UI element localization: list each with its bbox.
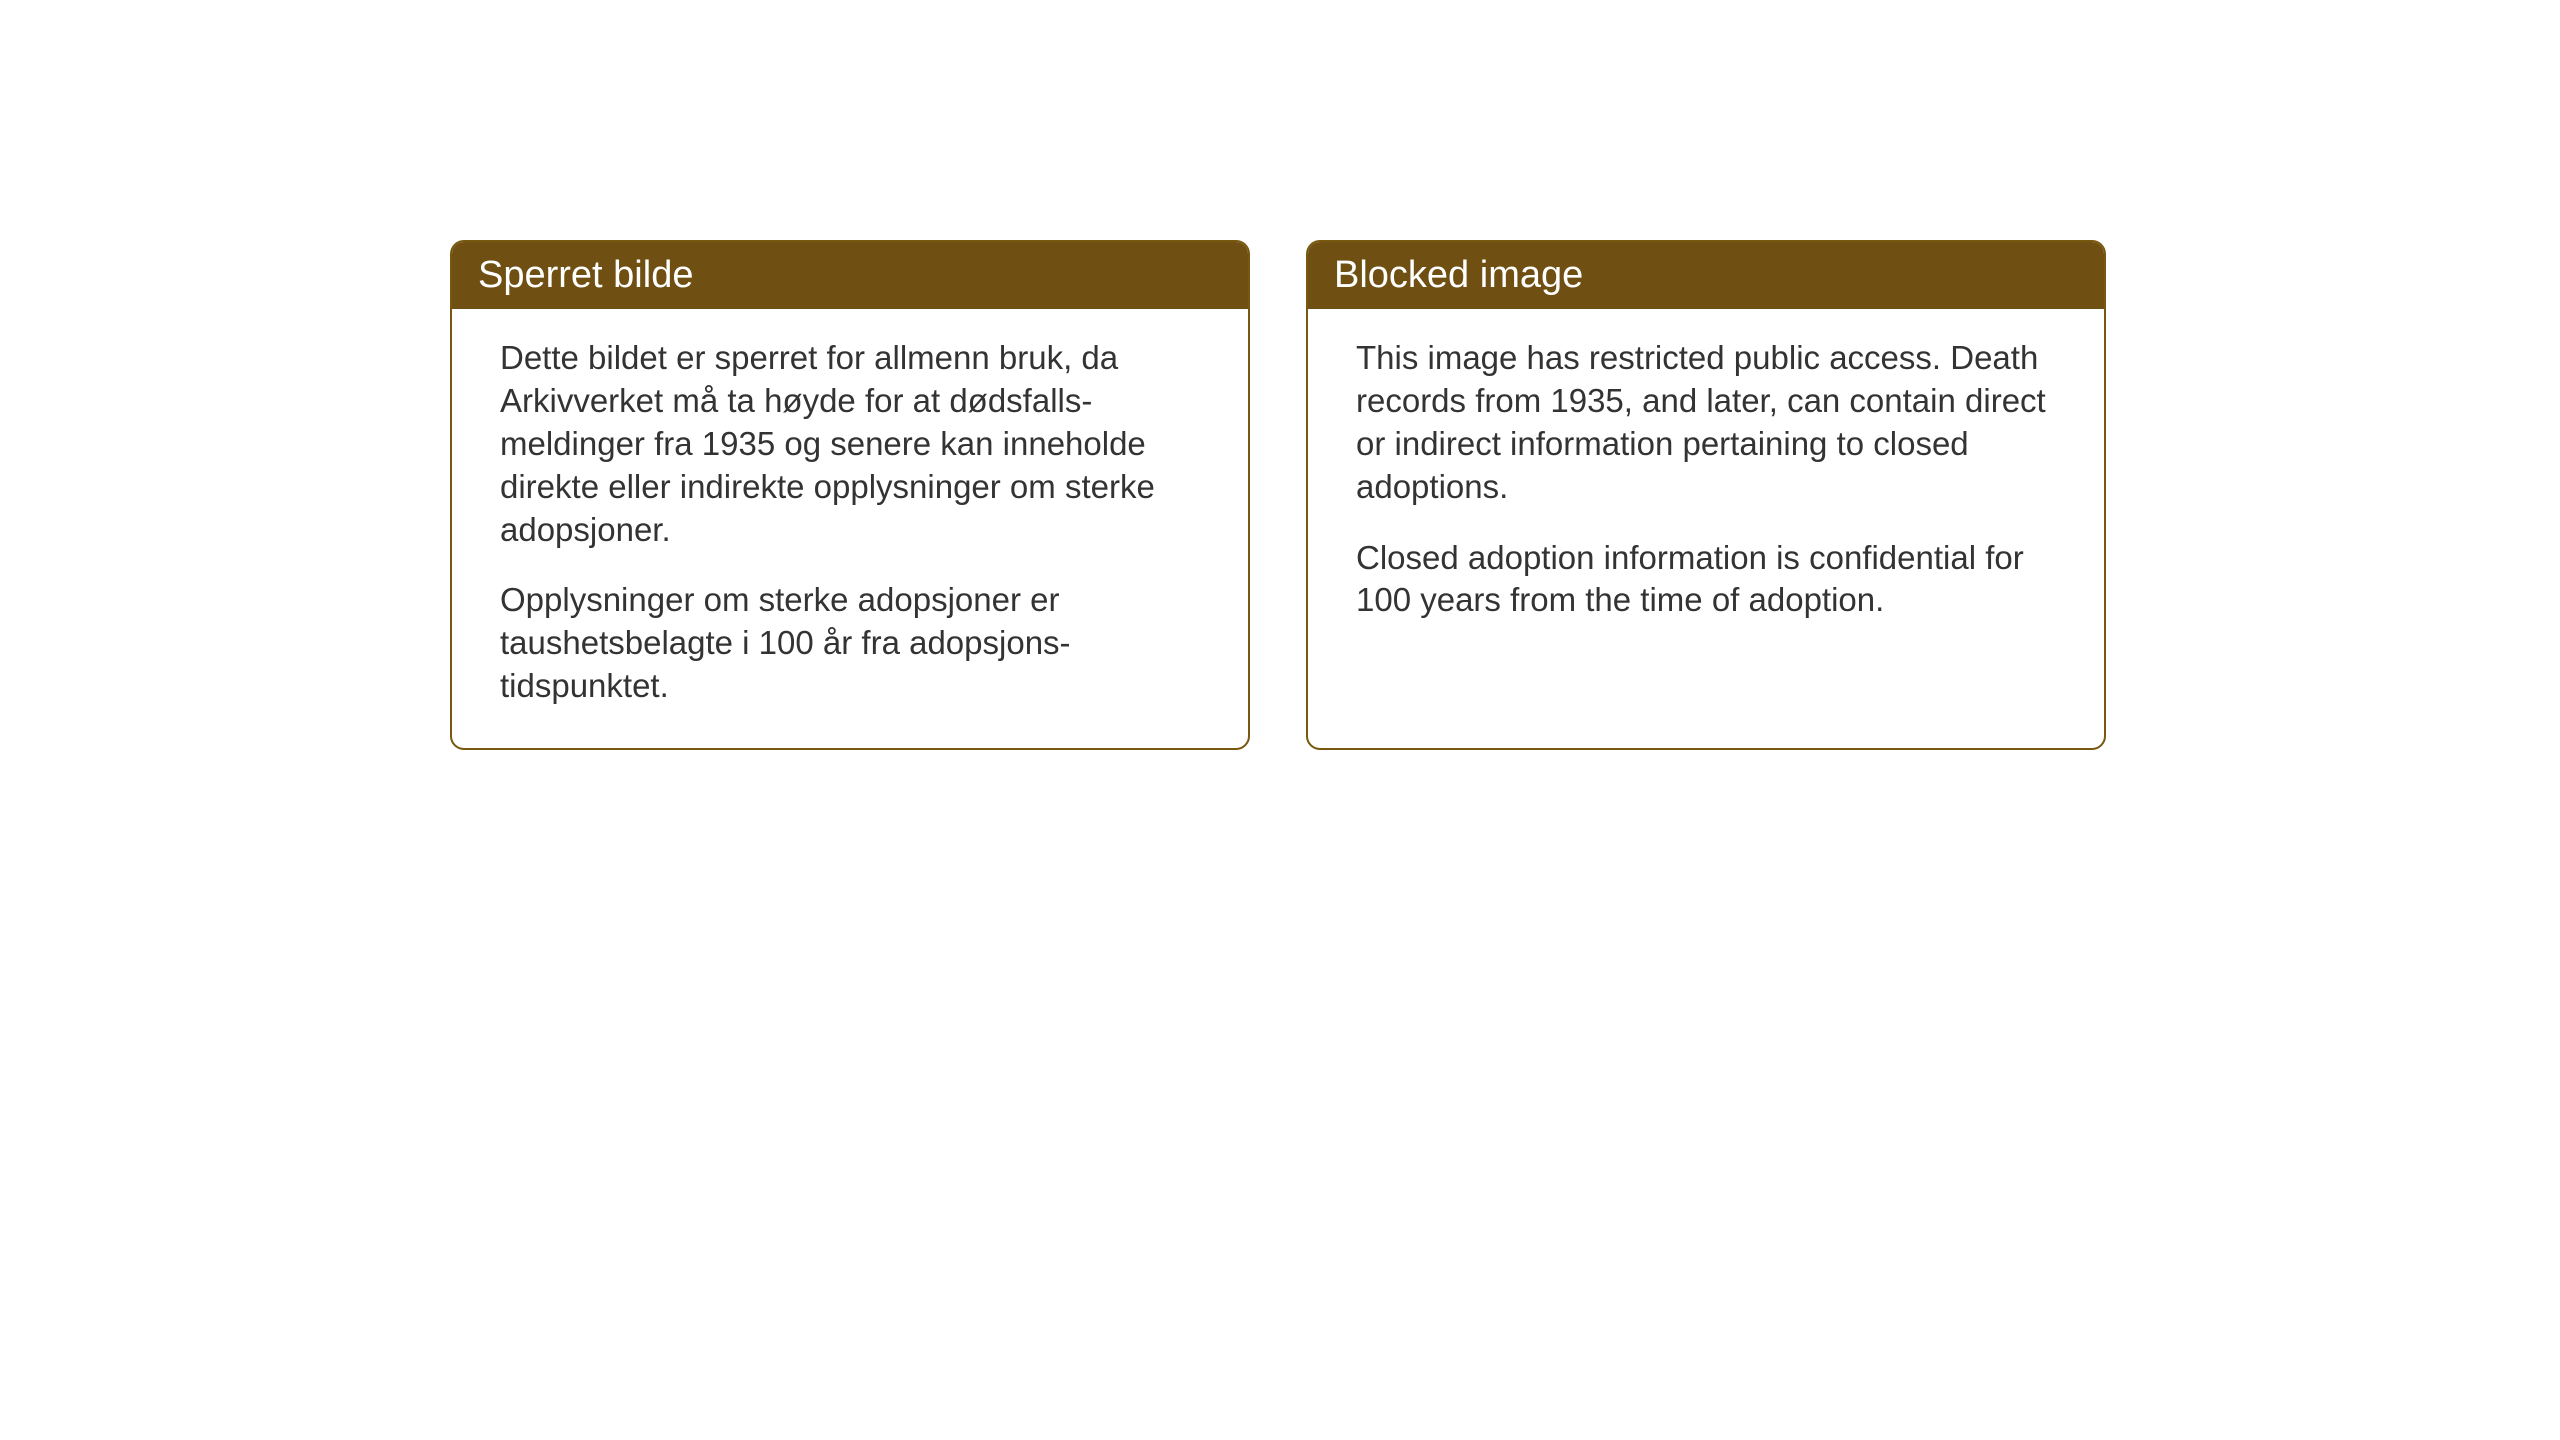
english-paragraph-2: Closed adoption information is confident… <box>1356 537 2056 623</box>
norwegian-card-header: Sperret bilde <box>452 242 1248 309</box>
norwegian-notice-card: Sperret bilde Dette bildet er sperret fo… <box>450 240 1250 750</box>
english-notice-card: Blocked image This image has restricted … <box>1306 240 2106 750</box>
english-card-header: Blocked image <box>1308 242 2104 309</box>
norwegian-paragraph-2: Opplysninger om sterke adopsjoner er tau… <box>500 579 1200 708</box>
norwegian-paragraph-1: Dette bildet er sperret for allmenn bruk… <box>500 337 1200 551</box>
english-card-title: Blocked image <box>1334 254 1583 296</box>
norwegian-card-title: Sperret bilde <box>478 254 693 296</box>
notice-cards-container: Sperret bilde Dette bildet er sperret fo… <box>450 240 2106 750</box>
norwegian-card-body: Dette bildet er sperret for allmenn bruk… <box>452 309 1248 748</box>
english-paragraph-1: This image has restricted public access.… <box>1356 337 2056 509</box>
english-card-body: This image has restricted public access.… <box>1308 309 2104 662</box>
